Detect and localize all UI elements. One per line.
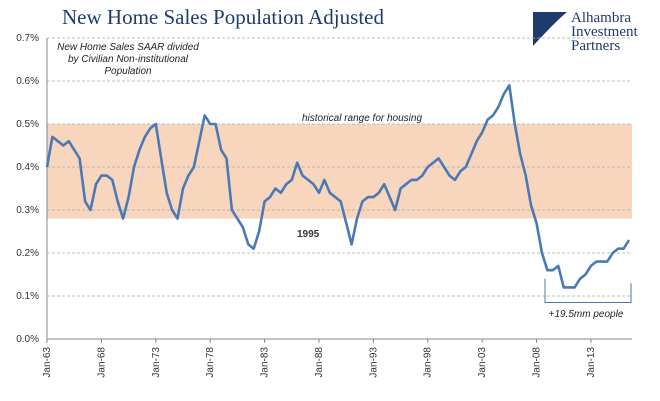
logo-icon-swoosh [533,12,567,46]
x-tick-label: Jan-03 [477,347,488,378]
x-tick-label: Jan-93 [368,347,379,378]
subtitle: New Home Sales SAAR divided [57,42,199,53]
logo-text: Partners [571,38,620,54]
logo-text: Alhambra [571,10,631,26]
bracket-label: +19.5mm people [549,309,624,320]
y-tick-label: 0.2% [16,248,39,259]
x-tick-label: Jan-08 [532,347,543,378]
y-tick-label: 0.6% [16,76,39,87]
x-tick-label: Jan-78 [205,347,216,378]
band-label: historical range for housing [302,113,423,124]
y-tick-label: 0.4% [16,162,39,173]
logo: Alhambra Investment Partners [533,10,638,54]
x-tick-label: Jan-88 [314,347,325,378]
y-tick-label: 0.5% [16,119,39,130]
subtitle: by Civilian Non-institutional [68,54,189,65]
x-tick-label: Jan-13 [586,347,597,378]
data-line [45,84,631,289]
subtitle: Population [104,66,152,77]
y-tick-label: 0.7% [16,33,39,44]
year-label: 1995 [297,229,320,240]
x-tick-label: Jan-98 [423,347,434,378]
x-tick-label: Jan-63 [42,347,53,378]
y-tick-label: 0.1% [16,291,39,302]
chart-title: New Home Sales Population Adjusted [62,5,384,29]
y-tick-label: 0.0% [16,334,39,345]
x-tick-label: Jan-68 [96,347,107,378]
historical-band [47,124,632,219]
x-tick-label: Jan-83 [260,347,271,378]
bracket [544,278,632,303]
y-tick-label: 0.3% [16,205,39,216]
x-tick-label: Jan-73 [151,347,162,378]
logo-text: Investment [571,24,638,40]
